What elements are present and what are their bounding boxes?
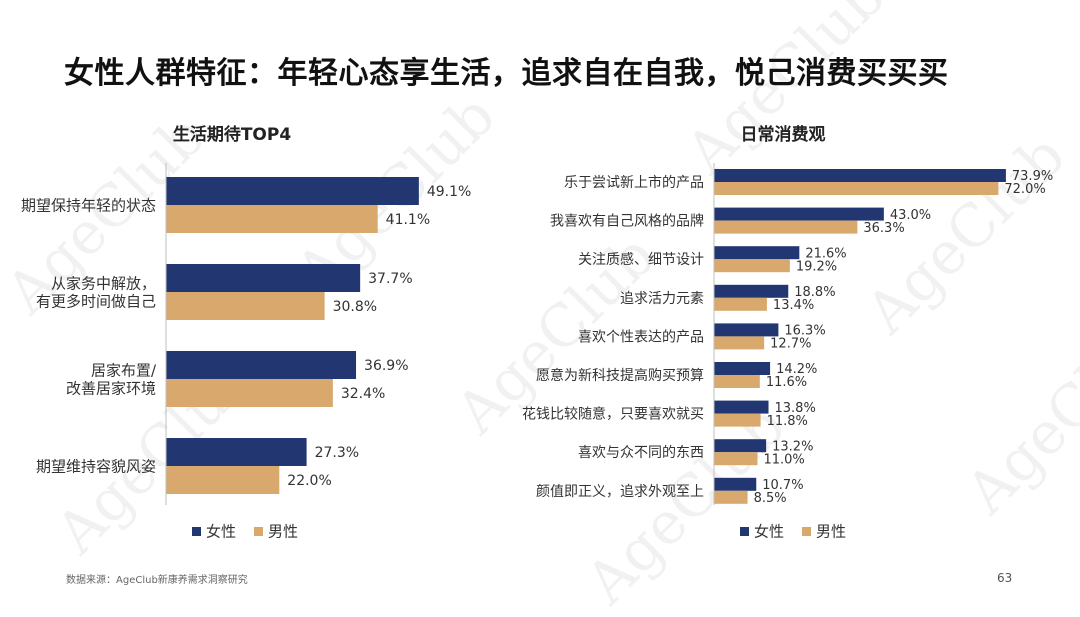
legend-label: 女性 <box>754 523 784 541</box>
bar-female <box>714 362 771 375</box>
legend-label: 男性 <box>268 523 298 541</box>
data-label: 10.7% <box>762 478 803 493</box>
bar-female <box>714 207 884 221</box>
category-label: 我喜欢有自己风格的品牌 <box>550 213 704 230</box>
category-label: 居家布置/ <box>91 361 157 379</box>
bar-male <box>714 413 761 427</box>
data-label: 49.1% <box>427 184 471 200</box>
category-label: 愿意为新科技提高购买预算 <box>536 367 704 384</box>
bar-male <box>714 490 748 504</box>
bar-female <box>714 439 767 453</box>
data-label: 11.6% <box>766 375 807 390</box>
data-label: 32.4% <box>341 386 385 402</box>
page-number: 63 <box>997 571 1013 585</box>
data-label: 13.4% <box>773 298 814 313</box>
bar-male <box>714 182 999 195</box>
bar-female <box>166 351 357 379</box>
bar-female <box>166 438 307 466</box>
bar-female <box>166 264 361 292</box>
bar-male <box>714 220 858 234</box>
data-label: 36.9% <box>364 358 408 374</box>
data-label: 27.3% <box>315 445 359 461</box>
data-label: 37.7% <box>368 271 412 287</box>
data-label: 14.2% <box>776 362 817 377</box>
chart-title: 日常消费观 <box>741 124 826 145</box>
data-label: 22.0% <box>287 473 331 489</box>
bar-female <box>714 400 769 414</box>
data-label: 41.1% <box>386 212 430 228</box>
bar-male <box>166 205 378 233</box>
data-label: 12.7% <box>770 337 811 352</box>
legend-swatch-female <box>192 527 201 536</box>
legend-label: 男性 <box>816 523 846 541</box>
legend-swatch-male <box>254 527 263 536</box>
bar-male <box>714 336 765 350</box>
category-label: 颜值即正义，追求外观至上 <box>536 484 704 500</box>
bar-male <box>714 259 790 273</box>
data-label: 30.8% <box>333 299 377 315</box>
data-label: 8.5% <box>754 491 787 506</box>
bar-female <box>714 169 1006 182</box>
bar-female <box>714 284 789 298</box>
data-label: 11.0% <box>763 452 804 467</box>
category-label: 改善居家环境 <box>66 379 156 397</box>
data-label: 18.8% <box>794 285 835 300</box>
data-label: 11.8% <box>767 414 808 429</box>
data-source: 数据来源：AgeClub新康养需求洞察研究 <box>66 575 248 586</box>
data-label: 19.2% <box>796 259 837 274</box>
data-label: 13.2% <box>772 439 813 454</box>
legend-swatch-female <box>740 527 749 536</box>
bar-female <box>714 246 800 260</box>
data-label: 36.3% <box>863 221 904 236</box>
bar-male <box>166 379 333 407</box>
bar-male <box>166 466 280 494</box>
bar-female <box>714 323 779 337</box>
category-label: 喜欢个性表达的产品 <box>578 329 704 345</box>
data-label: 13.8% <box>775 401 816 416</box>
bar-male <box>714 375 760 388</box>
data-label: 73.9% <box>1012 169 1053 184</box>
data-label: 72.0% <box>1004 182 1045 197</box>
category-label: 从家务中解放， <box>51 274 156 292</box>
category-label: 关注质感、细节设计 <box>578 251 704 268</box>
category-label: 有更多时间做自己 <box>36 292 156 310</box>
category-label: 追求活力元素 <box>620 291 704 307</box>
category-label: 期望维持容貌风姿 <box>36 457 156 475</box>
bar-female <box>166 177 419 205</box>
bar-female <box>714 477 757 491</box>
category-label: 花钱比较随意，只要喜欢就买 <box>522 406 704 423</box>
category-label: 喜欢与众不同的东西 <box>578 445 704 461</box>
data-label: 43.0% <box>890 208 931 223</box>
bar-male <box>714 452 758 466</box>
category-label: 期望保持年轻的状态 <box>21 196 156 214</box>
data-label: 16.3% <box>784 324 825 339</box>
legend-swatch-male <box>802 527 811 536</box>
data-label: 21.6% <box>805 246 846 261</box>
bar-male <box>714 297 767 311</box>
bar-male <box>166 292 325 320</box>
legend-label: 女性 <box>206 523 236 541</box>
category-label: 乐于尝试新上市的产品 <box>564 174 704 191</box>
chart-title: 生活期待TOP4 <box>173 124 292 145</box>
page-title: 女性人群特征：年轻心态享生活，追求自在自我，悦己消费买买买 <box>64 56 949 91</box>
